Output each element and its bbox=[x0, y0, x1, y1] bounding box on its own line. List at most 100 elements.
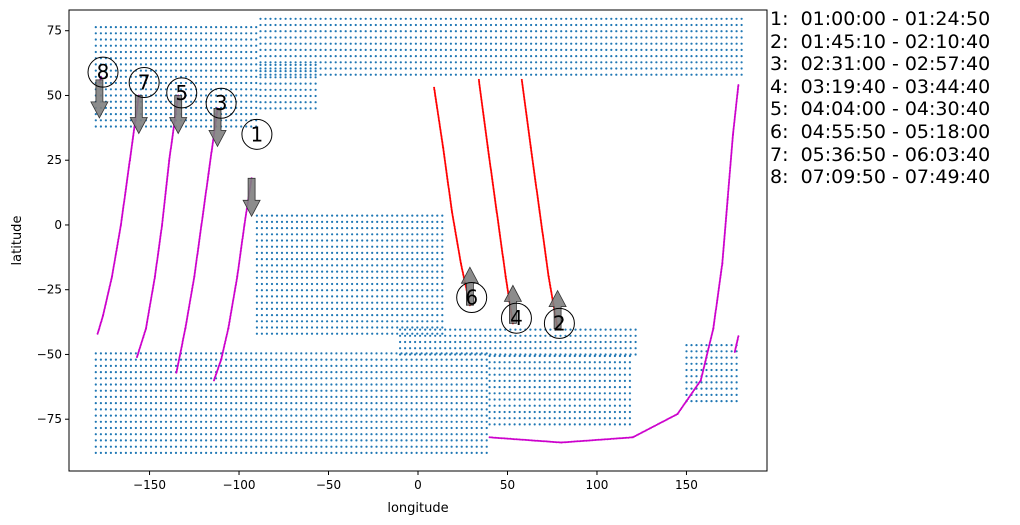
land-point bbox=[245, 88, 248, 91]
land-point bbox=[465, 371, 468, 374]
land-point bbox=[299, 48, 302, 52]
track-point bbox=[530, 150, 533, 153]
land-point bbox=[460, 445, 463, 448]
land-point bbox=[628, 354, 632, 358]
land-point bbox=[623, 354, 627, 358]
land-point bbox=[464, 347, 467, 350]
land-point bbox=[620, 17, 623, 20]
land-point bbox=[369, 48, 372, 52]
land-point bbox=[593, 367, 596, 370]
land-point bbox=[384, 55, 387, 58]
land-point bbox=[488, 361, 491, 364]
land-point bbox=[341, 289, 344, 292]
land-point bbox=[505, 17, 508, 20]
track-point bbox=[201, 213, 204, 216]
land-point bbox=[488, 379, 491, 382]
track-point bbox=[222, 348, 225, 351]
land-point bbox=[410, 395, 413, 398]
land-point bbox=[365, 451, 368, 454]
track-point bbox=[545, 262, 548, 265]
land-point bbox=[240, 395, 243, 398]
land-point bbox=[623, 410, 627, 414]
land-point bbox=[573, 367, 576, 370]
land-point bbox=[220, 445, 223, 448]
land-point bbox=[364, 23, 367, 27]
land-point bbox=[525, 17, 528, 20]
land-point bbox=[730, 73, 733, 76]
land-point bbox=[578, 373, 581, 376]
land-point bbox=[600, 30, 603, 33]
land-point bbox=[270, 371, 273, 374]
land-point bbox=[139, 364, 142, 367]
land-point bbox=[290, 239, 294, 242]
land-point bbox=[450, 414, 453, 417]
land-point bbox=[154, 75, 158, 78]
land-point bbox=[441, 307, 444, 310]
land-point bbox=[370, 445, 373, 448]
land-point bbox=[200, 75, 203, 78]
land-point bbox=[284, 94, 287, 98]
land-point bbox=[164, 352, 168, 355]
land-point bbox=[94, 63, 97, 66]
land-point bbox=[360, 433, 363, 436]
land-point bbox=[310, 377, 313, 380]
land-point bbox=[270, 414, 273, 417]
land-point bbox=[164, 383, 168, 386]
track-point bbox=[535, 184, 537, 187]
land-point bbox=[255, 264, 258, 267]
land-point bbox=[154, 408, 158, 411]
land-point bbox=[265, 414, 268, 417]
land-point bbox=[435, 358, 438, 361]
land-point bbox=[159, 358, 163, 361]
land-point bbox=[99, 125, 102, 128]
land-point bbox=[406, 245, 409, 248]
track-point bbox=[212, 139, 215, 142]
track-point bbox=[534, 180, 537, 183]
track-point bbox=[189, 299, 192, 302]
land-point bbox=[454, 67, 457, 70]
land-point bbox=[159, 377, 163, 380]
land-point bbox=[179, 57, 183, 60]
land-point bbox=[440, 439, 443, 442]
land-point bbox=[336, 295, 339, 298]
land-point bbox=[326, 326, 329, 329]
land-point bbox=[164, 451, 168, 454]
land-point bbox=[583, 373, 586, 376]
land-point bbox=[215, 32, 218, 35]
land-point bbox=[564, 347, 567, 350]
land-point bbox=[489, 334, 492, 337]
land-point bbox=[548, 386, 551, 389]
land-point bbox=[484, 67, 488, 70]
land-point bbox=[94, 44, 97, 47]
land-point bbox=[543, 404, 546, 407]
land-point bbox=[489, 61, 493, 64]
land-point bbox=[350, 377, 353, 380]
land-point bbox=[470, 352, 473, 355]
land-point bbox=[371, 251, 374, 254]
land-point bbox=[200, 57, 203, 60]
land-point bbox=[341, 227, 344, 230]
land-point bbox=[445, 402, 448, 405]
land-point bbox=[284, 107, 287, 110]
land-point bbox=[441, 320, 444, 323]
land-point bbox=[144, 81, 148, 85]
land-point bbox=[405, 420, 408, 423]
land-point bbox=[558, 423, 561, 426]
land-point bbox=[498, 386, 501, 389]
land-point bbox=[395, 389, 398, 392]
land-point bbox=[520, 36, 523, 39]
land-point bbox=[290, 214, 294, 217]
land-point bbox=[395, 439, 398, 442]
land-point bbox=[190, 63, 193, 66]
land-point bbox=[210, 69, 213, 72]
land-point bbox=[510, 67, 513, 70]
land-point bbox=[404, 55, 407, 58]
land-point bbox=[275, 352, 278, 355]
land-point bbox=[114, 75, 117, 78]
land-point bbox=[396, 264, 399, 267]
track-point bbox=[483, 123, 486, 126]
land-point bbox=[270, 395, 273, 398]
land-point bbox=[436, 251, 439, 254]
land-point bbox=[240, 75, 243, 78]
land-point bbox=[399, 17, 402, 20]
